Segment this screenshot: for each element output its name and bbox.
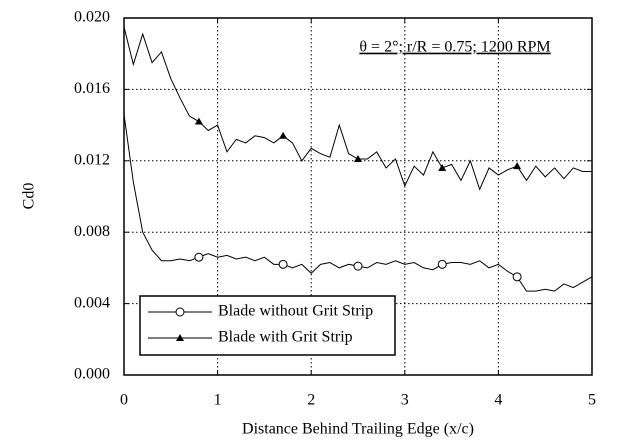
legend-box bbox=[139, 295, 396, 356]
x-tick-label: 1 bbox=[214, 392, 222, 409]
y-tick-label: 0.000 bbox=[74, 366, 110, 383]
x-tick-label: 5 bbox=[588, 392, 596, 409]
marker bbox=[176, 334, 184, 341]
y-tick-label: 0.012 bbox=[74, 151, 110, 168]
legend-label: Blade without Grit Strip bbox=[218, 303, 373, 320]
marker bbox=[512, 272, 522, 282]
marker bbox=[194, 117, 203, 125]
marker bbox=[437, 259, 447, 269]
x-tick-label: 4 bbox=[494, 392, 502, 409]
annotation: θ = 2°; r/R = 0.75; 1200 RPM bbox=[359, 39, 550, 56]
x-tick-label: 0 bbox=[120, 392, 128, 409]
marker bbox=[353, 261, 363, 271]
legend-label: Blade with Grit Strip bbox=[218, 329, 353, 346]
marker bbox=[354, 155, 362, 163]
plot-frame bbox=[123, 17, 593, 376]
y-tick-label: 0.020 bbox=[74, 9, 110, 26]
y-tick-label: 0.016 bbox=[74, 80, 110, 97]
x-tick-label: 3 bbox=[401, 392, 409, 409]
marker bbox=[513, 162, 522, 170]
marker bbox=[175, 307, 185, 317]
x-tick-label: 2 bbox=[307, 392, 315, 409]
marker bbox=[438, 163, 447, 171]
x-axis-label: Distance Behind Trailing Edge (x/c) bbox=[242, 421, 474, 438]
marker bbox=[194, 252, 204, 262]
marker bbox=[279, 131, 288, 139]
y-tick-label: 0.008 bbox=[74, 223, 110, 240]
y-axis-label: Cd0 bbox=[21, 183, 38, 210]
marker bbox=[278, 259, 288, 269]
y-tick-label: 0.004 bbox=[74, 294, 110, 311]
